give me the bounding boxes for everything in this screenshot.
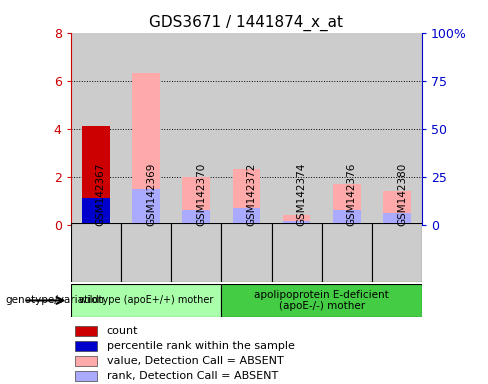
Bar bbox=[183, 210, 210, 225]
FancyBboxPatch shape bbox=[222, 223, 271, 282]
Bar bbox=[82, 126, 110, 225]
Bar bbox=[183, 177, 210, 225]
Text: GSM142376: GSM142376 bbox=[347, 162, 357, 226]
Text: GSM142374: GSM142374 bbox=[297, 162, 306, 226]
Text: genotype/variation: genotype/variation bbox=[5, 295, 104, 305]
Text: GSM142367: GSM142367 bbox=[96, 162, 106, 226]
Bar bbox=[372, 33, 422, 225]
Text: GSM142380: GSM142380 bbox=[397, 162, 407, 226]
Text: rank, Detection Call = ABSENT: rank, Detection Call = ABSENT bbox=[107, 371, 278, 381]
Bar bbox=[271, 33, 322, 225]
Bar bbox=[132, 189, 160, 225]
Text: GSM142370: GSM142370 bbox=[196, 162, 206, 226]
Bar bbox=[383, 213, 411, 225]
Text: value, Detection Call = ABSENT: value, Detection Call = ABSENT bbox=[107, 356, 284, 366]
Bar bbox=[75, 341, 97, 351]
Bar bbox=[233, 169, 260, 225]
Text: wildtype (apoE+/+) mother: wildtype (apoE+/+) mother bbox=[79, 295, 213, 306]
Bar bbox=[222, 33, 271, 225]
Bar bbox=[121, 33, 171, 225]
Bar bbox=[75, 326, 97, 336]
FancyBboxPatch shape bbox=[322, 223, 372, 282]
Bar bbox=[333, 184, 361, 225]
Bar bbox=[171, 33, 222, 225]
Title: GDS3671 / 1441874_x_at: GDS3671 / 1441874_x_at bbox=[149, 15, 344, 31]
Bar bbox=[75, 371, 97, 381]
Bar bbox=[322, 33, 372, 225]
Bar bbox=[132, 73, 160, 225]
Bar bbox=[71, 33, 121, 225]
FancyBboxPatch shape bbox=[71, 223, 121, 282]
Text: count: count bbox=[107, 326, 138, 336]
Bar bbox=[82, 198, 110, 225]
FancyBboxPatch shape bbox=[71, 284, 222, 317]
FancyBboxPatch shape bbox=[271, 223, 322, 282]
Bar bbox=[283, 221, 310, 225]
FancyBboxPatch shape bbox=[171, 223, 222, 282]
FancyBboxPatch shape bbox=[372, 223, 422, 282]
Bar bbox=[233, 208, 260, 225]
Bar bbox=[75, 356, 97, 366]
FancyBboxPatch shape bbox=[222, 284, 422, 317]
Text: apolipoprotein E-deficient
(apoE-/-) mother: apolipoprotein E-deficient (apoE-/-) mot… bbox=[254, 290, 389, 311]
Bar bbox=[283, 215, 310, 225]
Text: percentile rank within the sample: percentile rank within the sample bbox=[107, 341, 295, 351]
Bar bbox=[383, 191, 411, 225]
Text: GSM142369: GSM142369 bbox=[146, 162, 156, 226]
FancyBboxPatch shape bbox=[121, 223, 171, 282]
Text: GSM142372: GSM142372 bbox=[246, 162, 256, 226]
Bar bbox=[333, 210, 361, 225]
